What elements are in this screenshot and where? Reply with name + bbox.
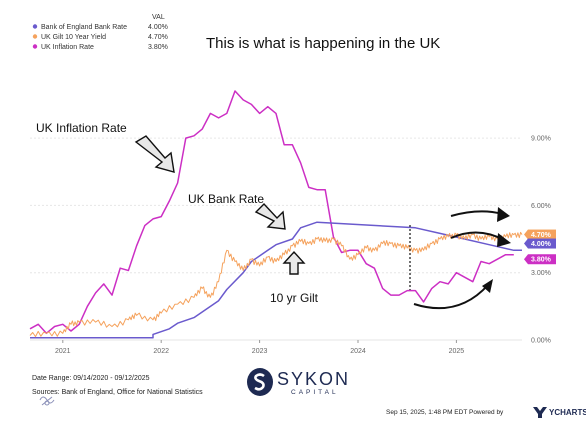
series-line-bank-of-england-bank-rate [30,221,522,339]
sykon-logo-icon [247,368,273,396]
series-line-uk-gilt-10-year-yield [29,231,523,338]
x-tick-label: 2021 [55,348,71,355]
end-label-value: 4.70% [531,232,552,239]
legend-entry-value: 4.70% [148,34,168,41]
sykon-logo-name: SYKON [277,369,351,389]
y-tick-label: 9.00% [531,136,551,143]
x-tick-label: 2022 [153,348,169,355]
end-label-box [528,229,556,240]
end-label-pointer [524,254,528,265]
grid [30,137,522,343]
x-tick-label: 2023 [252,348,268,355]
y-tick-label: 6.00% [531,203,551,210]
annotation-inflation: UK Inflation Rate [36,121,127,135]
annotation-gilt: 10 yr Gilt [270,291,319,305]
y-tick-label: 0.00% [531,338,551,345]
date-range: Date Range: 09/14/2020 - 09/12/2025 [32,375,150,382]
arrow-icon-bank-rate [254,202,286,230]
end-label-value: 3.80% [531,257,552,264]
watermark-icon [39,396,55,406]
timestamp: Sep 15, 2025, 1:48 PM EDT Powered by [386,409,504,416]
legend-entry-value: 4.00% [148,24,168,31]
curved-arrow-icon-bank-rate-trend [450,231,511,247]
legend-swatch [32,44,38,49]
legend-header: VAL [152,14,165,21]
arrow-icon-inflation [134,135,175,173]
annotation-bank-rate: UK Bank Rate [188,192,264,206]
end-label-pointer [524,238,528,249]
ycharts-icon [533,407,547,418]
end-label-box [528,254,556,265]
sources: Sources: Bank of England, Office for Nat… [32,389,203,396]
y-axis-ticks: 0.00% 3.00% 6.00% 9.00% [531,136,551,345]
x-axis-ticks: 2021 2022 2023 2024 2025 [55,348,464,355]
end-label-pointer [524,229,528,240]
series-layer [29,90,523,339]
legend-entry-name: UK Gilt 10 Year Yield [41,34,106,41]
end-labels: 4.70% 4.00% 3.80% [524,229,556,265]
legend-entry-name: Bank of England Bank Rate [41,24,127,31]
end-label-value: 4.00% [531,241,552,248]
y-tick-label: 3.00% [531,270,551,277]
arrow-icon-gilt [282,250,306,275]
legend: VAL Bank of England Bank Rate 4.00% UK Gil… [32,14,168,51]
x-tick-label: 2024 [350,348,366,355]
legend-entry-name: UK Inflation Rate [41,44,94,51]
x-tick-label: 2025 [449,348,465,355]
chart-title: This is what is happening in the UK [206,35,440,52]
curved-arrow-icon-inflation-trend [413,279,493,310]
legend-swatch [32,24,38,29]
series-line-uk-inflation-rate [29,90,514,335]
end-label-box [528,238,556,249]
ycharts-logo-text: YCHARTS [549,408,586,417]
curved-arrow-icon-gilt-trend [450,207,510,222]
legend-entry-value: 3.80% [148,44,168,51]
sykon-logo-sub: CAPITAL [291,389,339,396]
legend-swatch [32,34,38,39]
